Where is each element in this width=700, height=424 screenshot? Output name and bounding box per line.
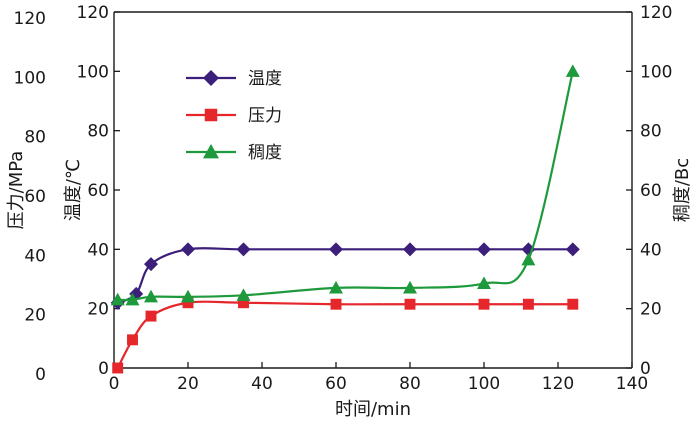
- outer-left-y-tick-label: 80: [24, 128, 46, 148]
- outer-left-y-tick-label: 0: [35, 365, 46, 385]
- series-diamond: [110, 242, 580, 310]
- data-point: [403, 242, 417, 257]
- series-square: [112, 297, 579, 374]
- inner-left-y-tick-label: 60: [87, 181, 109, 201]
- data-point: [477, 276, 491, 290]
- x-tick-label: 80: [399, 374, 421, 394]
- right-y-tick-label: 100: [640, 62, 672, 82]
- data-point: [477, 242, 491, 257]
- data-point: [478, 298, 490, 310]
- data-point: [329, 242, 343, 257]
- outer-left-y-tick-label: 120: [14, 9, 46, 29]
- inner-left-y-tick-label: 40: [87, 240, 109, 260]
- legend-label: 温度: [248, 69, 282, 89]
- x-tick-label: 120: [542, 374, 574, 394]
- outer-left-axis-title: 压力/MPa: [6, 151, 27, 230]
- data-point: [236, 242, 251, 257]
- right-y-tick-label: 0: [640, 359, 651, 379]
- data-point: [181, 289, 195, 303]
- outer-left-y-tick-label: 100: [14, 68, 46, 88]
- right-y-tick-label: 60: [640, 181, 662, 201]
- series-line: [117, 247, 573, 304]
- data-point: [127, 334, 138, 346]
- series-line: [116, 300, 573, 369]
- legend-label: 压力: [248, 106, 282, 126]
- legend-marker: [204, 108, 218, 122]
- legend-marker: [203, 144, 219, 159]
- series-layer: [110, 64, 580, 374]
- data-point: [522, 298, 534, 310]
- data-point: [521, 252, 536, 266]
- series-line: [117, 71, 574, 302]
- data-point: [145, 310, 157, 322]
- data-point: [565, 64, 580, 77]
- inner-left-y-tick-label: 20: [87, 300, 109, 320]
- x-tick-label: 100: [468, 374, 500, 394]
- right-y-tick-label: 120: [640, 3, 672, 23]
- right-y-tick-label: 80: [640, 122, 662, 142]
- x-tick-label: 20: [177, 374, 199, 394]
- data-point: [236, 288, 251, 301]
- outer-left-y-tick-label: 60: [24, 187, 46, 207]
- outer-left-y-tick-label: 40: [24, 246, 46, 266]
- right-y-tick-label: 20: [640, 300, 662, 320]
- inner-left-y-tick-label: 0: [98, 359, 109, 379]
- data-point: [403, 280, 417, 294]
- right-y-tick-label: 40: [640, 240, 662, 260]
- data-point: [144, 257, 158, 272]
- outer-left-y-tick-label: 20: [24, 306, 46, 326]
- data-point: [181, 242, 195, 257]
- data-point: [330, 298, 342, 310]
- data-point: [238, 297, 249, 309]
- series-triangle: [110, 64, 580, 306]
- legend-label: 稠度: [248, 143, 282, 163]
- x-axis-title: 时间/min: [335, 399, 411, 420]
- x-tick-label: 60: [325, 374, 347, 394]
- legend-item: 温度: [186, 69, 282, 89]
- inner-left-y-tick-label: 100: [77, 62, 109, 82]
- data-point: [521, 242, 536, 257]
- inner-left-axis-title: 温度/℃: [63, 159, 84, 221]
- inner-left-y-tick-label: 80: [87, 122, 109, 142]
- inner-left-y-tick-label: 120: [77, 3, 109, 23]
- x-tick-label: 40: [251, 374, 273, 394]
- legend-item: 稠度: [186, 143, 282, 163]
- plot-frame: [113, 11, 633, 369]
- data-point: [125, 292, 140, 306]
- x-tick-label: 0: [109, 374, 120, 394]
- data-point: [404, 298, 416, 310]
- data-point: [565, 242, 580, 257]
- right-axis-title: 稠度/Bc: [672, 158, 693, 222]
- axis-ticks: 0 20 40 60 80 100 120 1400204060801001200204060…: [14, 3, 673, 394]
- legend-marker: [203, 70, 219, 86]
- data-point: [329, 280, 343, 294]
- data-point: [567, 298, 579, 310]
- data-point: [112, 362, 124, 374]
- x-tick-label: 140: [616, 374, 648, 394]
- data-point: [182, 297, 194, 309]
- data-point: [110, 292, 125, 306]
- data-point: [144, 289, 158, 303]
- legend-item: 压力: [186, 106, 282, 126]
